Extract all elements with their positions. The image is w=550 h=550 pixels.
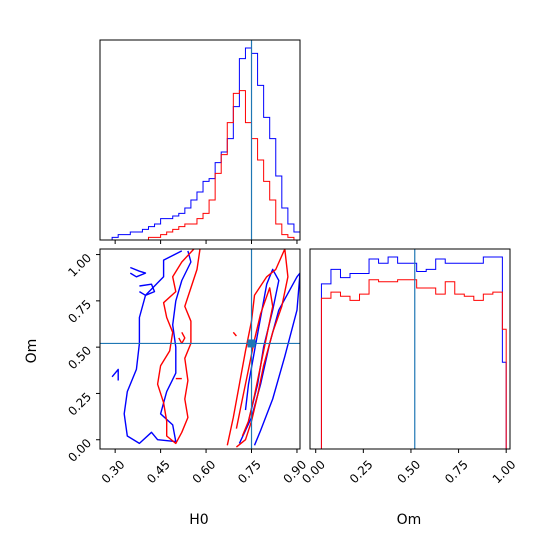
contour-red-2 [235, 287, 274, 437]
contour-red-5 [232, 331, 237, 337]
contour-blue-4 [139, 283, 156, 296]
joint-contours-group [111, 249, 300, 448]
contour-blue-5 [111, 368, 119, 381]
om-xtick-label: 1.00 [490, 457, 519, 486]
joint-xtick-label: 0.30 [99, 457, 128, 486]
joint-xtick-label: 0.60 [190, 457, 219, 486]
h0-frame [99, 39, 301, 241]
joint-xtick-label: 0.75 [235, 457, 264, 486]
joint-ytick-label: 0.75 [65, 297, 94, 326]
joint-ytick-label: 1.00 [65, 251, 94, 280]
om-xtick-label: 0.75 [442, 457, 471, 486]
om-marginal-panel: 0.00 0.25 0.50 0.75 1.00 [299, 248, 519, 486]
joint-ytick-label: 0.25 [65, 390, 94, 419]
om-frame [309, 248, 511, 450]
om-hist-blue [311, 256, 507, 450]
y-axis-label-om: Om [24, 339, 40, 364]
h0-hist-red [106, 90, 300, 241]
contour-red-3 [178, 331, 186, 345]
h0-hist-blue [106, 47, 301, 241]
om-xtick-label: 0.50 [395, 457, 424, 486]
om-xtick-label: 0.25 [347, 457, 376, 486]
contour-blue-1 [238, 272, 300, 446]
x-axis-label-h0: H0 [189, 512, 208, 528]
contour-red-1 [226, 249, 289, 448]
h0-marginal-panel [99, 39, 301, 244]
joint-ytick-label: 0.00 [65, 436, 94, 465]
joint-ytick-label: 0.50 [65, 343, 94, 372]
joint-xtick-label: 0.45 [144, 457, 173, 486]
contour-red-0 [156, 249, 201, 445]
truth-marker [247, 339, 256, 348]
contour-blue-0 [123, 250, 192, 445]
joint-contour-panel: 0.30 0.45 0.60 0.75 0.900.000.250.500.751.00 [65, 248, 309, 486]
x-axis-label-om: Om [397, 512, 422, 528]
contour-blue-3 [129, 266, 147, 278]
om-hist-red [315, 279, 507, 450]
joint-frame [99, 248, 301, 450]
